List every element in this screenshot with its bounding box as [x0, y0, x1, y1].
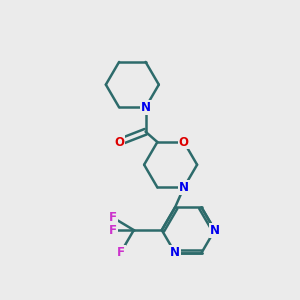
- Text: N: N: [141, 101, 151, 114]
- Text: O: O: [179, 136, 189, 148]
- Text: N: N: [210, 224, 220, 237]
- Text: N: N: [179, 181, 189, 194]
- Text: F: F: [109, 211, 117, 224]
- Text: F: F: [109, 224, 117, 237]
- Text: O: O: [114, 136, 124, 148]
- Text: N: N: [170, 246, 180, 259]
- Text: F: F: [117, 246, 124, 259]
